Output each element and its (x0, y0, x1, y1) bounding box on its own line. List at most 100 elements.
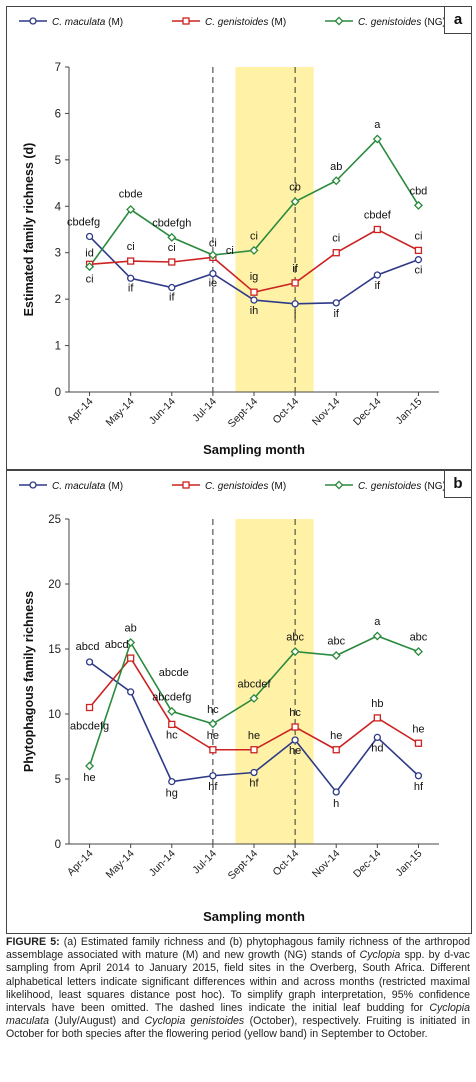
significance-label: id (85, 247, 94, 259)
significance-label: hf (249, 778, 259, 790)
data-point (373, 733, 381, 742)
data-point (290, 197, 300, 207)
significance-label: abcd (105, 639, 129, 651)
y-tick-label: 5 (55, 774, 61, 786)
significance-label: abcd (76, 641, 100, 653)
significance-label: ci (168, 242, 176, 254)
data-point (291, 736, 299, 744)
data-point (85, 232, 94, 241)
significance-label: ig (250, 271, 259, 283)
panel-label-a: a (444, 7, 471, 34)
significance-label: he (83, 772, 95, 784)
data-point (127, 257, 135, 265)
significance-label: cbdef (364, 210, 392, 222)
data-point (291, 279, 299, 287)
legend-label: C. genistoides (NG) (358, 481, 446, 492)
data-point (372, 134, 382, 144)
significance-label: if (375, 280, 381, 292)
significance-label: abcdefg (152, 691, 191, 703)
x-tick-label: Jan-15 (393, 396, 424, 427)
y-tick-label: 4 (55, 201, 62, 213)
caption-figure-label: FIGURE 5: (6, 936, 60, 948)
significance-label: i (294, 309, 296, 321)
significance-label: hf (414, 781, 424, 793)
significance-label: abc (327, 636, 345, 648)
y-tick-label: 0 (55, 387, 61, 399)
data-point (209, 269, 217, 278)
chart-b: 0 5 10 15 20 25 Apr-14 May-14 Jun-14 Jul-14 Sept-1… (19, 480, 446, 924)
x-tick-label: Sept-14 (226, 396, 261, 431)
data-point (85, 703, 94, 712)
significance-label: ab (125, 623, 137, 635)
x-tick-label: May-14 (104, 396, 137, 429)
flowering-band (235, 67, 314, 392)
significance-label: ci (414, 265, 422, 277)
significance-label: hc (166, 729, 178, 741)
significance-label: cbde (119, 189, 143, 201)
significance-label: he (289, 745, 301, 757)
figure-caption: FIGURE 5: (a) Estimated family richness … (6, 936, 470, 1042)
significance-label: ci (127, 241, 135, 253)
legend-label: C. genistoides (NG) (358, 17, 446, 28)
y-tick-label: 6 (55, 108, 61, 120)
data-point (249, 245, 259, 255)
x-tick-label: Dec-14 (351, 848, 384, 881)
significance-label: abc (410, 632, 428, 644)
data-point (332, 299, 340, 307)
legend-marker (182, 17, 190, 25)
data-point (85, 761, 95, 771)
significance-label: if (169, 292, 175, 304)
data-point (250, 296, 258, 304)
y-tick-label: 20 (48, 579, 61, 591)
legend-label: C. genistoides (M) (205, 481, 286, 492)
data-point (126, 637, 136, 648)
data-point (85, 658, 94, 666)
x-tick-label: Jun-14 (147, 396, 178, 427)
y-tick-label: 15 (48, 644, 61, 656)
significance-label: ci (86, 274, 94, 286)
significance-label: hc (207, 704, 219, 716)
significance-label: abcdef (237, 678, 271, 690)
caption-species-maculata: Cyclopia maculata (6, 1002, 470, 1028)
legend-label: C. maculata (M) (52, 481, 123, 492)
data-point (249, 693, 259, 703)
x-axis-title: Sampling month (203, 442, 305, 457)
significance-label: ih (250, 305, 259, 317)
x-tick-label: Nov-14 (310, 848, 343, 881)
caption-part3: (July/August) and (49, 1015, 145, 1028)
flowering-band (235, 519, 314, 844)
data-point (290, 647, 300, 657)
x-tick-label: Jul-14 (190, 848, 219, 877)
significance-label: ci (209, 237, 217, 249)
significance-label: cb (289, 182, 301, 194)
y-tick-label: 3 (55, 248, 61, 260)
significance-label: a (374, 119, 381, 131)
x-tick-label: Nov-14 (310, 396, 343, 429)
x-tick-label: Apr-14 (65, 848, 96, 879)
x-tick-label: May-14 (104, 848, 137, 881)
data-point (332, 746, 340, 754)
chart-a: 0 1 2 3 4 5 6 7 Apr-14 May-14 Jun-14 Jul-14 Sept-14 O… (19, 16, 446, 457)
significance-label: ci (226, 245, 234, 257)
data-point (291, 723, 299, 731)
data-point (208, 250, 218, 260)
caption-species-genistoides: Cyclopia genistoides (144, 1015, 245, 1028)
data-point (373, 271, 381, 279)
x-tick-label: Jul-14 (190, 396, 219, 425)
x-tick-label: Apr-14 (65, 396, 96, 427)
significance-label: a (374, 616, 381, 628)
data-point (332, 249, 340, 257)
data-point (373, 714, 381, 722)
significance-label: hf (208, 781, 218, 793)
data-point (127, 688, 135, 696)
significance-label: ie (209, 278, 218, 290)
data-point (167, 706, 177, 716)
data-point (372, 631, 382, 641)
y-tick-label: 5 (55, 155, 61, 167)
data-point (373, 225, 381, 234)
y-tick-label: 1 (55, 341, 61, 353)
data-point (208, 719, 218, 729)
x-tick-label: Oct-14 (270, 396, 301, 427)
significance-label: hd (371, 742, 383, 754)
x-tick-label: Sept-14 (226, 848, 261, 883)
